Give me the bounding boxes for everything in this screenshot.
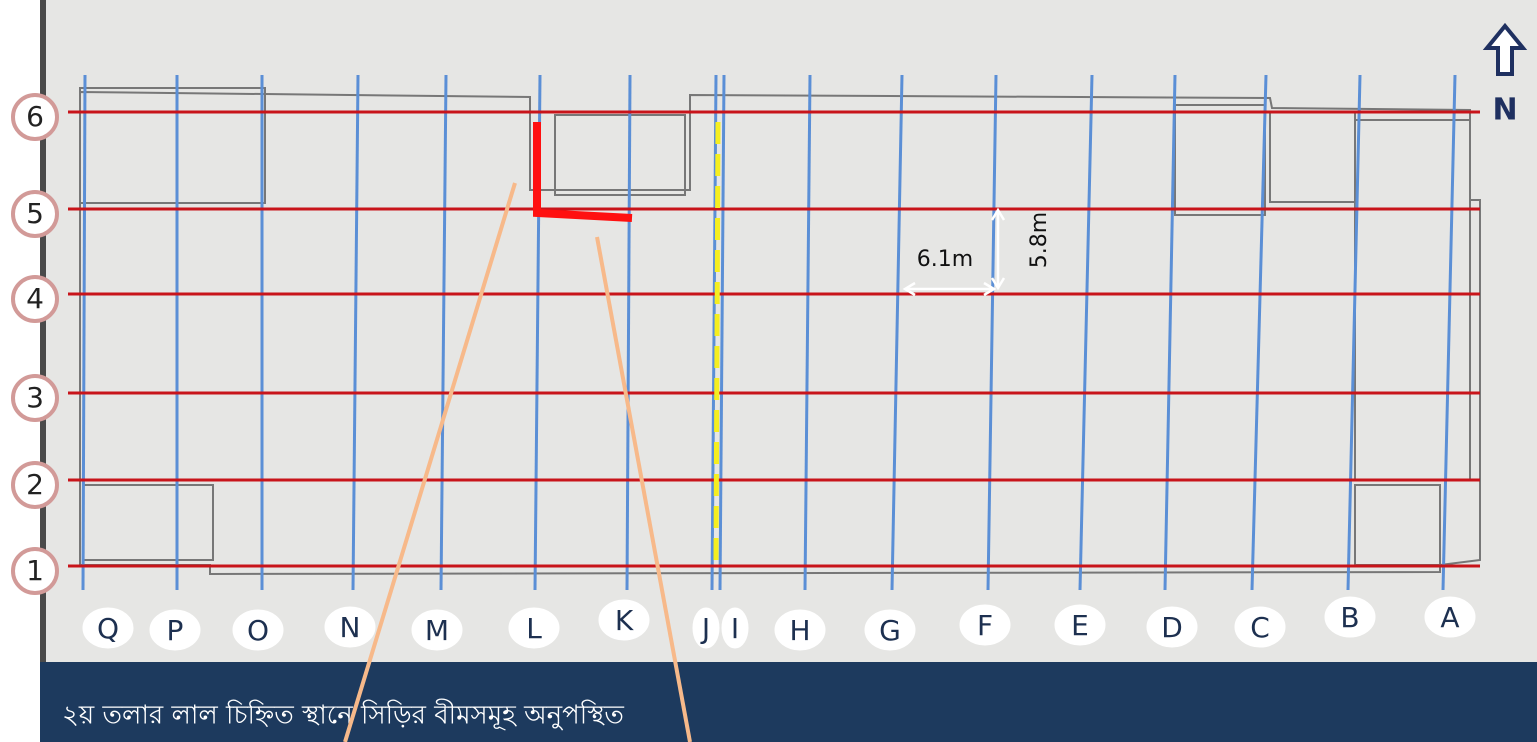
- dimension-label: 5.8m: [1027, 212, 1052, 268]
- column-label: J: [700, 612, 710, 645]
- row-label: 6: [26, 100, 44, 133]
- column-label: B: [1340, 601, 1359, 634]
- column-label: L: [526, 612, 542, 645]
- row-label: 4: [26, 282, 44, 315]
- column-label: C: [1250, 611, 1270, 644]
- column-label: E: [1071, 609, 1089, 642]
- column-line: [83, 75, 85, 590]
- floor-plan: 6.1m 5.8m N 6 5 4 3 2 1 Q P O N M L K JI H G F E D C B A ২য় …: [0, 0, 1537, 742]
- row-label: 2: [26, 468, 44, 501]
- row-label: 1: [26, 554, 44, 587]
- column-label: Q: [97, 612, 119, 645]
- column-label: H: [789, 614, 810, 647]
- column-label: F: [977, 609, 993, 642]
- column-label: M: [425, 614, 449, 647]
- column-label: A: [1440, 601, 1459, 634]
- caption: ২য় তলার লাল চিহ্নিত স্থানে সিড়ির বীমসম…: [62, 699, 624, 731]
- column-label: N: [340, 611, 361, 644]
- row-label: 3: [26, 381, 44, 414]
- column-label: O: [247, 614, 269, 647]
- dimension-label: 6.1m: [917, 247, 973, 272]
- column-label: G: [879, 614, 901, 647]
- north-label: N: [1492, 93, 1517, 128]
- column-label: D: [1161, 611, 1183, 644]
- column-label: I: [731, 612, 739, 645]
- column-label: P: [167, 614, 184, 647]
- column-label: K: [615, 604, 634, 637]
- row-label: 5: [26, 197, 44, 230]
